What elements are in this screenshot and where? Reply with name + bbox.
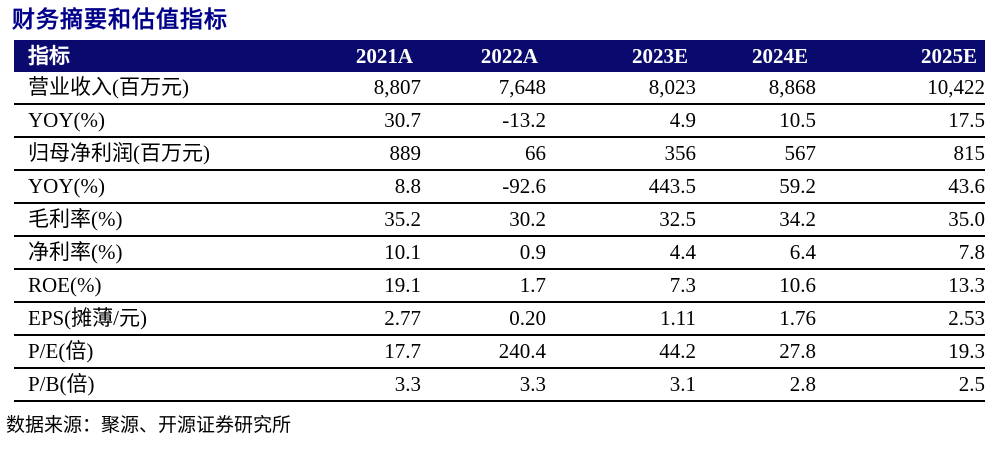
column-header-2021a: 2021A — [301, 40, 421, 72]
cell-value: 815 — [816, 137, 985, 171]
cell-value: 3.1 — [546, 368, 696, 402]
cell-value: 4.4 — [546, 236, 696, 270]
table-row-revenue: 营业收入(百万元) 8,807 7,648 8,023 8,868 10,422 — [14, 72, 985, 105]
column-header-2024e: 2024E — [696, 40, 816, 72]
cell-value: 1.76 — [696, 302, 816, 336]
cell-value: 6.4 — [696, 236, 816, 270]
table-row-roe: ROE(%) 19.1 1.7 7.3 10.6 13.3 — [14, 269, 985, 303]
table-row-net-margin: 净利率(%) 10.1 0.9 4.4 6.4 7.8 — [14, 236, 985, 270]
cell-value: 3.3 — [301, 368, 421, 402]
table-row-revenue-yoy: YOY(%) 30.7 -13.2 4.9 10.5 17.5 — [14, 104, 985, 138]
page-title: 财务摘要和估值指标 — [12, 7, 228, 32]
cell-value: 44.2 — [546, 335, 696, 369]
cell-value: 66 — [421, 137, 546, 171]
cell-value: 889 — [301, 137, 421, 171]
cell-value: -13.2 — [421, 104, 546, 138]
data-source-note: 数据来源：聚源、开源证券研究所 — [6, 415, 292, 436]
cell-value: 17.7 — [301, 335, 421, 369]
row-label: 毛利率(%) — [14, 203, 301, 237]
column-header-indicator: 指标 — [14, 40, 301, 72]
cell-value: 8,807 — [301, 72, 421, 105]
table-row-gross-margin: 毛利率(%) 35.2 30.2 32.5 34.2 35.0 — [14, 203, 985, 237]
row-label: ROE(%) — [14, 269, 301, 303]
cell-value: 1.11 — [546, 302, 696, 336]
row-label: P/B(倍) — [14, 368, 301, 402]
table-row-net-profit-yoy: YOY(%) 8.8 -92.6 443.5 59.2 43.6 — [14, 170, 985, 204]
cell-value: 7.8 — [816, 236, 985, 270]
cell-value: 19.3 — [816, 335, 985, 369]
table-row-net-profit: 归母净利润(百万元) 889 66 356 567 815 — [14, 137, 985, 171]
cell-value: 356 — [546, 137, 696, 171]
cell-value: 34.2 — [696, 203, 816, 237]
cell-value: 43.6 — [816, 170, 985, 204]
table-header-row: 指标 2021A 2022A 2023E 2024E 2025E — [14, 40, 985, 72]
cell-value: 4.9 — [546, 104, 696, 138]
cell-value: 35.0 — [816, 203, 985, 237]
cell-value: 2.5 — [816, 368, 985, 402]
cell-value: 32.5 — [546, 203, 696, 237]
row-label: YOY(%) — [14, 170, 301, 204]
cell-value: 10.1 — [301, 236, 421, 270]
cell-value: 13.3 — [816, 269, 985, 303]
cell-value: 27.8 — [696, 335, 816, 369]
cell-value: 8.8 — [301, 170, 421, 204]
cell-value: 3.3 — [421, 368, 546, 402]
cell-value: 10.5 — [696, 104, 816, 138]
financial-summary-table: 指标 2021A 2022A 2023E 2024E 2025E 营业收入(百万… — [14, 40, 985, 402]
row-label: P/E(倍) — [14, 335, 301, 369]
row-label: 营业收入(百万元) — [14, 72, 301, 105]
cell-value: 17.5 — [816, 104, 985, 138]
cell-value: 19.1 — [301, 269, 421, 303]
cell-value: 10.6 — [696, 269, 816, 303]
cell-value: 2.8 — [696, 368, 816, 402]
cell-value: 1.7 — [421, 269, 546, 303]
table-row-pb: P/B(倍) 3.3 3.3 3.1 2.8 2.5 — [14, 368, 985, 402]
cell-value: 8,023 — [546, 72, 696, 105]
cell-value: 7,648 — [421, 72, 546, 105]
cell-value: 0.9 — [421, 236, 546, 270]
row-label: YOY(%) — [14, 104, 301, 138]
column-header-2025e: 2025E — [816, 40, 985, 72]
row-label: 归母净利润(百万元) — [14, 137, 301, 171]
report-snippet: 财务摘要和估值指标 指标 2021A 2022A 2023E 2024E 202… — [0, 6, 999, 438]
cell-value: 567 — [696, 137, 816, 171]
column-header-2022a: 2022A — [421, 40, 546, 72]
cell-value: 10,422 — [816, 72, 985, 105]
row-label: 净利率(%) — [14, 236, 301, 270]
cell-value: 240.4 — [421, 335, 546, 369]
cell-value: 59.2 — [696, 170, 816, 204]
cell-value: 30.2 — [421, 203, 546, 237]
table-row-pe: P/E(倍) 17.7 240.4 44.2 27.8 19.3 — [14, 335, 985, 369]
cell-value: 7.3 — [546, 269, 696, 303]
cell-value: 30.7 — [301, 104, 421, 138]
cell-value: 2.77 — [301, 302, 421, 336]
cell-value: 2.53 — [816, 302, 985, 336]
cell-value: 35.2 — [301, 203, 421, 237]
row-label: EPS(摊薄/元) — [14, 302, 301, 336]
cell-value: 443.5 — [546, 170, 696, 204]
cell-value: 8,868 — [696, 72, 816, 105]
cell-value: 0.20 — [421, 302, 546, 336]
cell-value: -92.6 — [421, 170, 546, 204]
table-row-eps: EPS(摊薄/元) 2.77 0.20 1.11 1.76 2.53 — [14, 302, 985, 336]
column-header-2023e: 2023E — [546, 40, 696, 72]
